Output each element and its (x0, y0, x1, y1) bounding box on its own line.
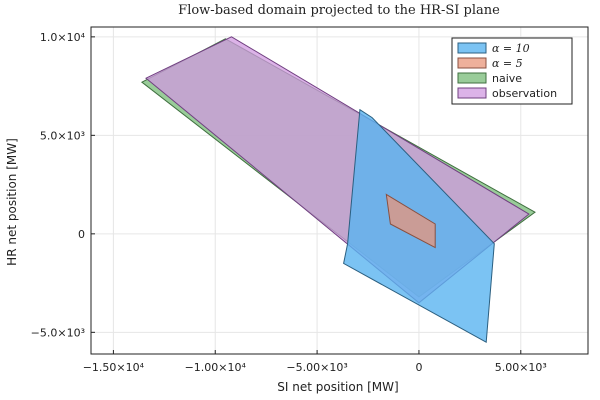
y-tick-label: 5.0×10³ (40, 129, 85, 142)
x-axis-ticks: −1.50×10⁴ −1.00×10⁴ −5.00×10³ 0 5.00×10³ (83, 350, 547, 374)
legend: α = 10 α = 5 naive observation (451, 37, 573, 105)
x-tick-label: −1.50×10⁴ (83, 361, 145, 374)
x-tick-label: −5.00×10³ (286, 361, 347, 374)
y-axis-label: HR net position [MW] (5, 138, 19, 266)
polygons (140, 36, 536, 344)
legend-label: naive (492, 72, 522, 85)
x-tick-label: 0 (415, 361, 422, 374)
plot-frame (90, 26, 589, 355)
legend-swatch (457, 42, 487, 54)
legend-label: α = 5 (492, 57, 523, 70)
y-tick-label: 1.0×10⁴ (40, 31, 86, 44)
x-tick-label: −1.00×10⁴ (185, 361, 247, 374)
legend-swatch (457, 72, 487, 84)
chart-title: Flow-based domain projected to the HR-SI… (178, 3, 500, 18)
x-axis-label: SI net position [MW] (277, 380, 398, 394)
legend-label: observation (492, 87, 557, 100)
x-tick-label: 5.00×10³ (495, 361, 547, 374)
legend-swatch (457, 87, 487, 99)
y-tick-label: −5.0×10³ (31, 326, 85, 339)
series-polygon (385, 193, 436, 249)
legend-swatch (457, 57, 487, 69)
legend-label: α = 10 (492, 42, 530, 55)
y-tick-label: 0 (78, 228, 85, 241)
y-axis-ticks: −5.0×10³ 0 5.0×10³ 1.0×10⁴ (31, 31, 95, 339)
